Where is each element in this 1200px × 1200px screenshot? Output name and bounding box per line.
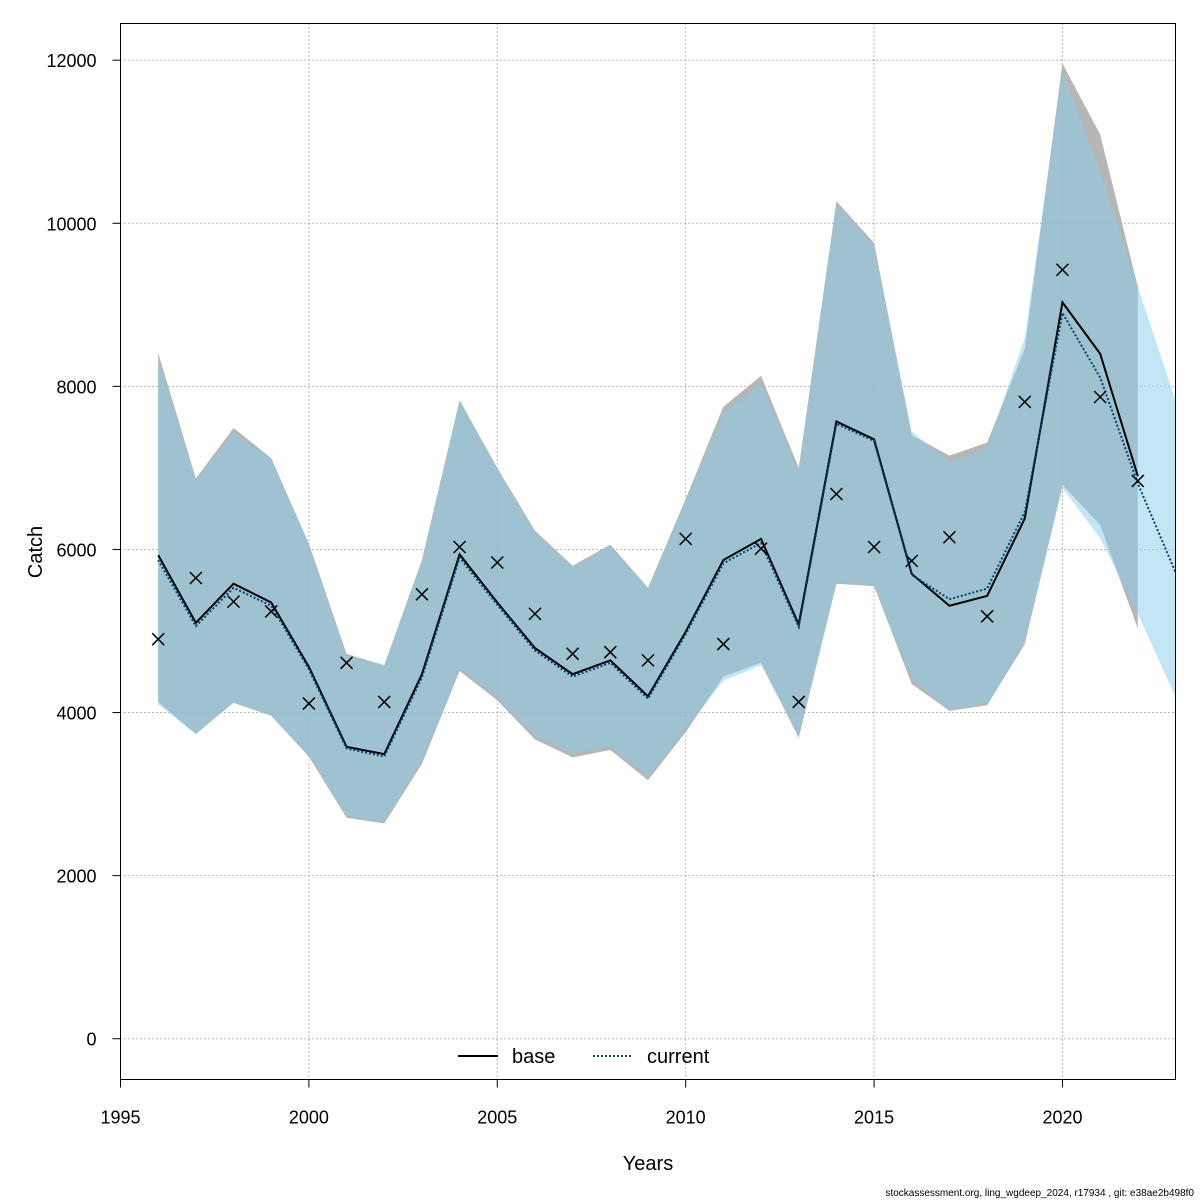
legend-label-current: current [647, 1046, 710, 1068]
legend-label-base: base [512, 1046, 555, 1068]
observed-point-2014 [829, 487, 843, 501]
x-axis-label: Years [623, 1153, 673, 1175]
observed-point-1996 [151, 632, 165, 646]
observed-point-2008 [603, 645, 617, 659]
observed-point-2000 [302, 697, 316, 711]
observed-point-2011 [716, 637, 730, 651]
observed-point-2009 [641, 653, 655, 667]
x-tick-label-1995: 1995 [100, 1108, 140, 1128]
observed-point-2004 [453, 540, 467, 554]
axes: 1995 2000 2005 2010 2015 2020 0 2000 4000 6000 800… [46, 51, 1082, 1127]
observed-point-2020 [1055, 263, 1069, 277]
y-tick-label-10000: 10000 [46, 214, 96, 234]
y-tick-label-0: 0 [86, 1030, 96, 1050]
x-tick-label-2005: 2005 [477, 1108, 517, 1128]
x-tick-label-2020: 2020 [1042, 1108, 1082, 1128]
observed-point-1999 [264, 604, 278, 618]
observed-point-2001 [340, 656, 354, 670]
observed-point-2006 [528, 607, 542, 621]
legend: base current [458, 1046, 710, 1068]
y-tick-label-12000: 12000 [46, 51, 96, 71]
observed-point-2012 [754, 542, 768, 556]
x-tick-label-2010: 2010 [666, 1108, 706, 1128]
y-tick-label-6000: 6000 [56, 540, 96, 560]
observed-point-2016 [905, 554, 919, 568]
observed-point-2021 [1093, 390, 1107, 404]
y-axis-label: Catch [25, 526, 47, 578]
observed-point-2010 [679, 532, 693, 546]
x-tick-label-2000: 2000 [289, 1108, 329, 1128]
plot-area [120, 23, 1177, 1080]
observed-point-2019 [1018, 395, 1032, 409]
y-tick-label-8000: 8000 [56, 377, 96, 397]
x-tick-label-2015: 2015 [854, 1108, 894, 1128]
observed-point-2015 [867, 540, 881, 554]
y-tick-label-2000: 2000 [56, 867, 96, 887]
line-current [157, 310, 1177, 758]
observed-point-2003 [415, 587, 429, 601]
footer-note: stockassessment.org, ling_wgdeep_2024, r… [885, 1188, 1194, 1199]
observed-point-2005 [490, 555, 504, 570]
observed-point-1998 [227, 595, 241, 609]
y-tick-label-4000: 4000 [56, 704, 96, 724]
observed-point-1997 [189, 571, 203, 585]
observed-point-2017 [942, 530, 956, 544]
observed-point-2022 [1131, 474, 1145, 488]
band-current [158, 71, 1176, 822]
observed-point-2002 [377, 695, 391, 709]
observed-point-2013 [792, 695, 806, 709]
observed-point-2018 [980, 609, 994, 623]
observed-point-2007 [566, 647, 580, 661]
